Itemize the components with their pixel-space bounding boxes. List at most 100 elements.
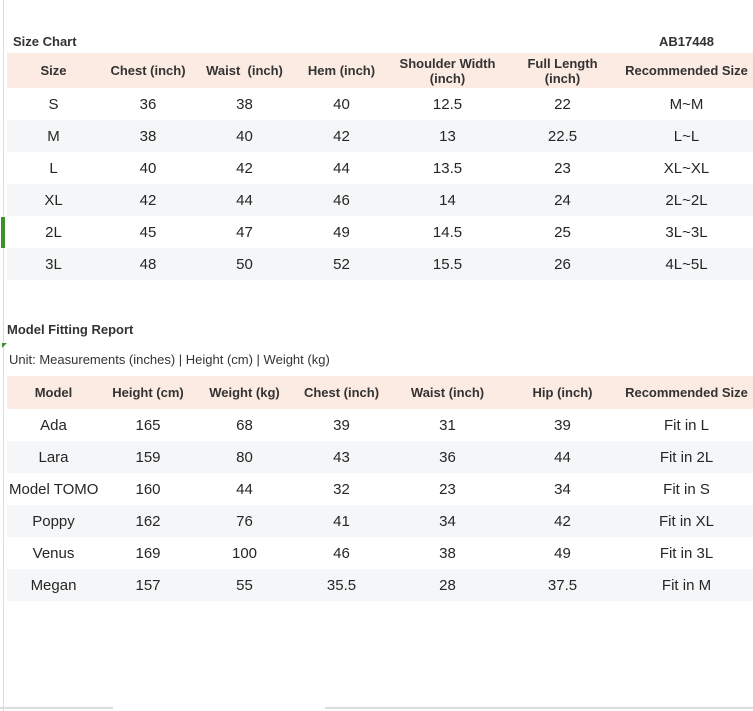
size-chart-table-head: Size Chest (inch) Waist (inch) Hem (inch) Sh… <box>7 53 753 88</box>
header-row: Model Height (cm) Weight (kg) Chest (inch) W… <box>7 376 753 409</box>
cell: Fit in 2L <box>659 448 714 466</box>
cell: Fit in 3L <box>659 544 714 562</box>
cell: M~M <box>669 95 704 113</box>
cell: 14 <box>439 191 456 209</box>
table-row: S 36 38 40 12.5 22 M~M <box>7 88 753 120</box>
cell: 44 <box>333 159 350 177</box>
row-highlight-green-bar <box>1 217 5 248</box>
column-header-4: Shoulder Width (inch) <box>390 53 505 88</box>
cell: S <box>48 95 59 113</box>
table-row: XL 42 44 46 14 24 2L~2L <box>7 184 753 216</box>
cell: 3L~3L <box>665 223 708 241</box>
table-row: L 40 42 44 13.5 23 XL~XL <box>7 152 753 184</box>
cell: 46 <box>333 191 350 209</box>
cell: 22 <box>554 95 571 113</box>
table-row: Poppy 162 76 41 34 42 Fit in XL <box>7 505 753 537</box>
cell: 13 <box>439 127 456 145</box>
cell: 46 <box>333 544 350 562</box>
cell: Ada <box>40 416 67 434</box>
cell: 14.5 <box>432 223 463 241</box>
table-row: Lara 159 80 43 36 44 Fit in 2L <box>7 441 753 473</box>
size-chart-title: Size Chart <box>13 34 77 49</box>
cell: 80 <box>236 448 253 466</box>
cell: 28 <box>439 576 456 594</box>
column-header-1: Height (cm) <box>100 376 196 409</box>
left-edge-divider <box>3 0 4 711</box>
size-chart-table: Size Chest (inch) Waist (inch) Hem (inch) Sh… <box>7 53 753 280</box>
cell: Fit in XL <box>658 512 715 530</box>
cell: 23 <box>439 480 456 498</box>
cell: 38 <box>236 95 253 113</box>
cell: 38 <box>139 127 157 145</box>
cell: 31 <box>439 416 456 434</box>
cell: 159 <box>135 448 161 466</box>
cell: 4L~5L <box>665 255 708 273</box>
cell: L~L <box>673 127 700 145</box>
table-row: 2L 45 47 49 14.5 25 3L~3L <box>7 216 753 248</box>
unit-note: Unit: Measurements (inches) | Height (cm… <box>9 352 330 367</box>
cell: 34 <box>554 480 571 498</box>
fitting-table-body: Ada 165 68 39 31 39 Fit in L Lara 159 80 43 36 44 Fit… <box>7 409 753 601</box>
bottom-divider-left <box>0 707 113 709</box>
cell: 2L~2L <box>665 191 708 209</box>
column-header-6: Recommended Size <box>620 53 753 88</box>
cell: 49 <box>333 223 350 241</box>
table-row: M 38 40 42 13 22.5 L~L <box>7 120 753 152</box>
cell: Venus <box>32 544 75 562</box>
size-chart-table-body: S 36 38 40 12.5 22 M~M M 38 40 42 13 22.5 L~L L 40 42 44 1… <box>7 88 753 280</box>
table-row: Ada 165 68 39 31 39 Fit in L <box>7 409 753 441</box>
cell: 169 <box>135 544 161 562</box>
cell: 45 <box>139 223 157 241</box>
cell: 39 <box>333 416 350 434</box>
cell: 38 <box>439 544 456 562</box>
cell: 157 <box>135 576 161 594</box>
column-header-0: Size <box>7 53 100 88</box>
cell: 24 <box>554 191 571 209</box>
cell: XL~XL <box>663 159 710 177</box>
cell: 36 <box>439 448 456 466</box>
cell: Lara <box>38 448 69 466</box>
cell: 34 <box>439 512 456 530</box>
column-header-2: Waist (inch) <box>196 53 293 88</box>
cell: 12.5 <box>432 95 463 113</box>
column-header-3: Hem (inch) <box>293 53 390 88</box>
cell: 55 <box>236 576 253 594</box>
cell: Model TOMO <box>9 480 99 498</box>
cell: 165 <box>135 416 161 434</box>
cell: 160 <box>135 480 161 498</box>
cell: 68 <box>236 416 253 434</box>
cell: 48 <box>139 255 157 273</box>
cell: 32 <box>333 480 350 498</box>
green-corner-marker-icon <box>2 343 7 348</box>
column-header-2: Weight (kg) <box>196 376 293 409</box>
fitting-table-head: Model Height (cm) Weight (kg) Chest (inch) W… <box>7 376 753 409</box>
cell: Fit in S <box>663 480 710 498</box>
bottom-divider-right <box>325 707 753 709</box>
cell: 44 <box>236 480 253 498</box>
table-row: 3L 48 50 52 15.5 26 4L~5L <box>7 248 753 280</box>
cell: 52 <box>333 255 350 273</box>
cell: 3L <box>45 255 62 273</box>
cell: 42 <box>554 512 571 530</box>
column-header-1: Chest (inch) <box>100 53 196 88</box>
cell: 23 <box>554 159 571 177</box>
cell: 42 <box>139 191 157 209</box>
cell: M <box>47 127 60 145</box>
cell: 42 <box>236 159 253 177</box>
cell: 36 <box>139 95 157 113</box>
cell: 44 <box>554 448 571 466</box>
table-row: Megan 157 55 35.5 28 37.5 Fit in M <box>7 569 753 601</box>
cell: 26 <box>554 255 571 273</box>
cell: 40 <box>236 127 253 145</box>
cell: Megan <box>30 576 77 594</box>
cell: Fit in L <box>663 416 709 434</box>
cell: 40 <box>333 95 350 113</box>
cell: 47 <box>236 223 253 241</box>
column-header-0: Model <box>7 376 100 409</box>
column-header-5: Full Length (inch) <box>505 53 620 88</box>
cell: 35.5 <box>326 576 357 594</box>
cell: 42 <box>333 127 350 145</box>
cell: 49 <box>554 544 571 562</box>
cell: 50 <box>236 255 253 273</box>
cell: 15.5 <box>432 255 463 273</box>
